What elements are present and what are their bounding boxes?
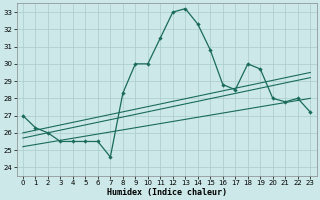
X-axis label: Humidex (Indice chaleur): Humidex (Indice chaleur) xyxy=(107,188,227,197)
